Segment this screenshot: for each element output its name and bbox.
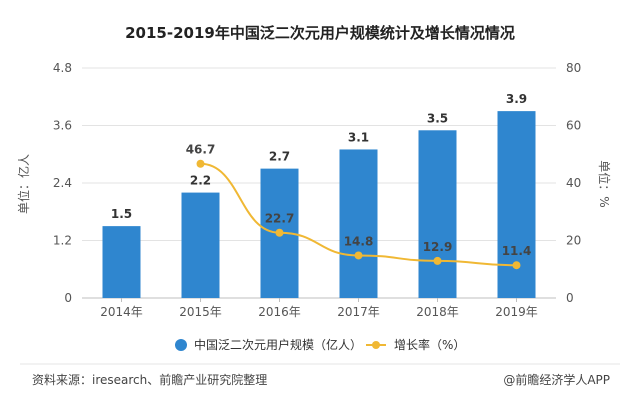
legend-line-label: 增长率（%）: [394, 337, 465, 352]
y-tick-right-label: 40: [566, 176, 581, 190]
growth-rate-line: [200, 162, 517, 267]
bar: [339, 149, 378, 298]
y-tick-right-label: 80: [566, 61, 581, 75]
bar: [497, 111, 536, 298]
axis-layer: 0 1.2 2.4 3.6 4.8 0 20 40 60 80 2014年 2015年 2016年 201…: [53, 61, 581, 319]
growth-rate-point: [433, 256, 442, 265]
legend-line-marker: [372, 341, 380, 349]
x-tick-label: 2014年: [100, 305, 143, 319]
growth-rate-data-label: 12.9: [423, 240, 453, 254]
x-tick-label: 2018年: [416, 305, 459, 319]
x-tick-label: 2017年: [337, 305, 380, 319]
x-tick-label: 2015年: [179, 305, 222, 319]
bar: [418, 130, 457, 298]
x-tick-label: 2016年: [258, 305, 301, 319]
growth-rate-point: [512, 261, 521, 270]
footer-source: 资料来源：iresearch、前瞻产业研究院整理: [32, 372, 267, 387]
y-tick-right-label: 60: [566, 119, 581, 133]
y-tick-left-label: 0: [64, 291, 72, 305]
y-tick-left-label: 3.6: [53, 119, 72, 133]
growth-rate-point: [354, 251, 363, 260]
y-tick-right-label: 0: [566, 291, 574, 305]
y-axis-right-title: 单位：%: [597, 160, 612, 207]
bar-data-label: 3.5: [427, 111, 448, 125]
y-tick-left-label: 4.8: [53, 61, 72, 75]
bar: [181, 192, 220, 298]
y-tick-left-label: 1.2: [53, 234, 72, 248]
chart-title: 2015-2019年中国泛二次元用户规模统计及增长情况情况: [125, 24, 515, 42]
growth-rate-data-label: 11.4: [502, 244, 532, 258]
bar-data-label: 2.7: [269, 150, 290, 164]
bar-data-label: 3.1: [348, 130, 369, 144]
legend-bar-swatch: [175, 339, 187, 351]
legend: 中国泛二次元用户规模（亿人） 增长率（%）: [175, 337, 465, 352]
growth-rate-data-label: 46.7: [186, 143, 216, 157]
legend-bar-label: 中国泛二次元用户规模（亿人）: [194, 337, 362, 352]
y-axis-left-title: 单位：亿人: [16, 154, 31, 214]
bar-layer: [102, 111, 536, 298]
growth-rate-data-label: 14.8: [344, 234, 374, 248]
growth-rate-data-label: 22.7: [265, 212, 295, 226]
growth-rate-point: [275, 228, 284, 237]
bar-data-label: 2.2: [190, 174, 211, 188]
y-tick-right-label: 20: [566, 234, 581, 248]
line-layer: [196, 159, 521, 270]
footer-credit: @前瞻经济学人APP: [503, 372, 610, 387]
bar: [102, 226, 141, 298]
y-tick-left-label: 2.4: [53, 176, 72, 190]
x-tick-label: 2019年: [495, 305, 538, 319]
label-layer: 1.5 2.2 2.7 3.1 3.5 3.9 46.7 22.7 14.8 12.9 11.4: [111, 92, 531, 258]
growth-rate-point: [196, 159, 205, 168]
bar-data-label: 1.5: [111, 207, 132, 221]
bar-data-label: 3.9: [506, 92, 527, 106]
